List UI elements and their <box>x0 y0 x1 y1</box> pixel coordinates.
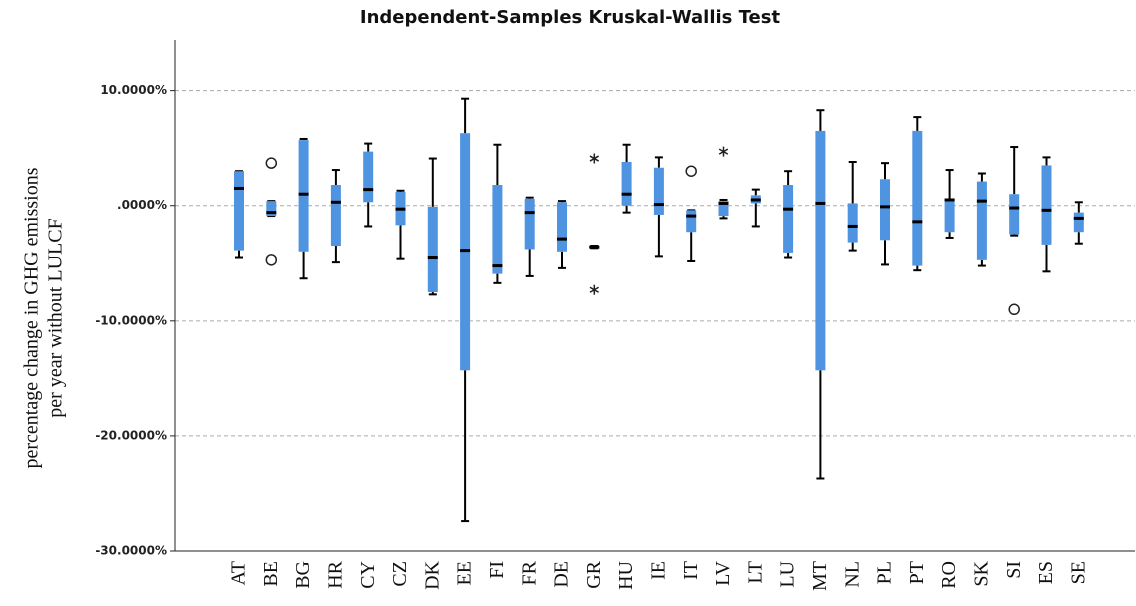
x-tick-label: NL <box>841 561 863 588</box>
box <box>524 198 535 250</box>
box <box>880 179 890 241</box>
chart-title: Independent-Samples Kruskal-Wallis Test <box>360 7 781 28</box>
box <box>1009 194 1020 235</box>
outlier <box>265 157 278 169</box>
x-tick-label: PT <box>906 561 928 584</box>
x-tick-label: CZ <box>389 561 411 587</box>
box <box>298 140 309 252</box>
box <box>686 210 697 233</box>
x-tick-label: IT <box>680 561 702 580</box>
x-tick-label: GR <box>583 560 605 588</box>
outlier <box>265 254 278 266</box>
box <box>492 185 503 274</box>
box <box>234 171 244 251</box>
x-tick-label: ES <box>1035 561 1057 584</box>
x-tick-label: SI <box>1003 561 1025 579</box>
outlier <box>1008 303 1020 316</box>
x-tick-label: FR <box>518 560 540 585</box>
x-tick-label: DK <box>421 560 443 589</box>
x-tick-label: AT <box>228 561 250 585</box>
outlier <box>685 165 697 177</box>
x-tick-label: SK <box>970 560 992 586</box>
y-axis-label: per year without LULCF <box>45 218 67 417</box>
box <box>847 203 858 243</box>
x-tick-label: PL <box>874 561 896 584</box>
y-axis-label: percentage change in GHG emissions <box>21 167 43 468</box>
box <box>266 201 277 217</box>
box <box>1073 212 1084 233</box>
y-tick-label: -20.0000% <box>95 428 167 442</box>
x-tick-label: LU <box>777 560 799 587</box>
x-tick-label: FI <box>486 561 508 579</box>
box <box>363 151 374 203</box>
x-tick-label: EE <box>454 561 476 585</box>
outlier <box>718 146 729 157</box>
y-tick-label: 10.0000% <box>100 83 167 97</box>
x-tick-label: MT <box>809 561 831 591</box>
x-tick-label: BE <box>260 561 282 587</box>
x-tick-label: IE <box>647 561 669 580</box>
box <box>944 198 955 233</box>
box <box>976 181 987 260</box>
x-tick-label: LV <box>712 560 734 585</box>
box <box>815 130 826 371</box>
y-tick-label: -30.0000% <box>95 544 167 558</box>
x-tick-label: HU <box>615 560 637 589</box>
y-tick-label: -10.0000% <box>95 313 167 327</box>
x-tick-label: CY <box>357 561 379 589</box>
box <box>653 167 664 215</box>
outlier <box>589 284 600 295</box>
box <box>330 185 341 247</box>
x-tick-label: HR <box>324 560 346 588</box>
x-tick-label: SE <box>1067 561 1089 584</box>
x-tick-label: DE <box>551 561 573 588</box>
box <box>557 202 567 252</box>
box <box>718 201 729 217</box>
y-tick-label: .0000% <box>117 198 167 212</box>
box <box>783 185 794 253</box>
outlier <box>589 153 600 164</box>
box <box>427 206 438 293</box>
x-tick-label: BG <box>292 561 314 589</box>
x-tick-label: LT <box>744 561 766 584</box>
box <box>1041 165 1052 245</box>
x-tick-label: RO <box>938 561 960 589</box>
box <box>621 161 632 206</box>
box <box>912 130 923 266</box>
